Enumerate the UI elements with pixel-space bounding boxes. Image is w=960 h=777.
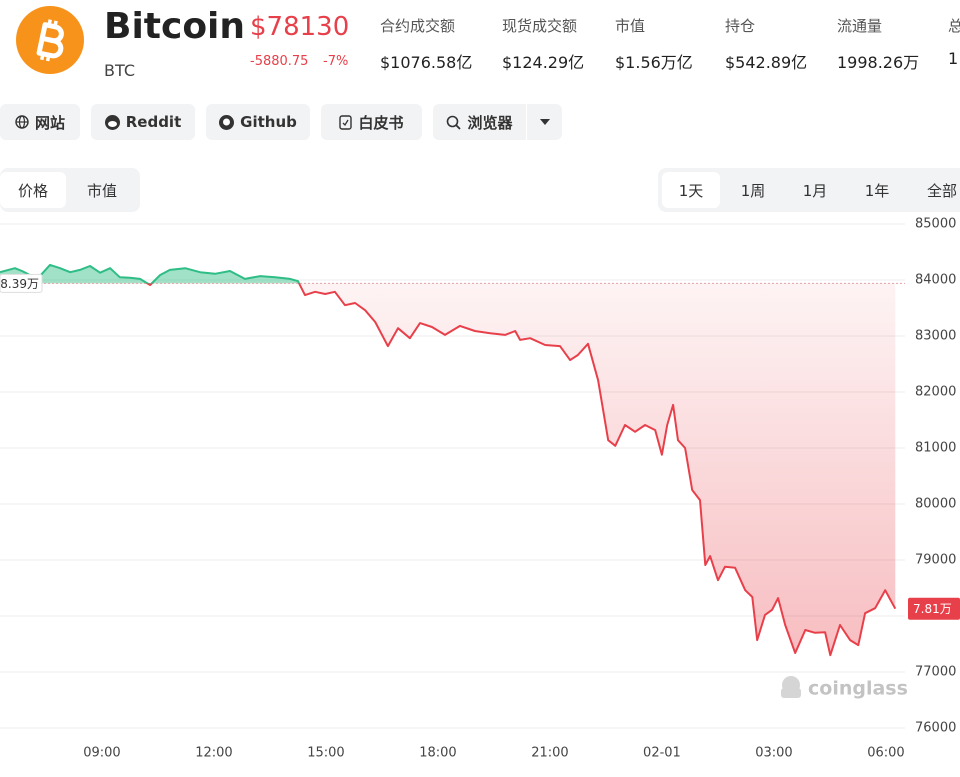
x-tick-label: 02-01 xyxy=(643,746,681,761)
stat-label: 合约成交额 xyxy=(380,17,456,35)
icon xyxy=(219,114,235,130)
icon xyxy=(339,114,353,130)
link-button[interactable]: Reddit xyxy=(91,104,195,140)
reference-label-bg xyxy=(0,273,43,293)
x-tick-label: 03:00 xyxy=(755,746,792,761)
range-tab[interactable]: 1天 xyxy=(662,172,720,208)
link-label: Reddit xyxy=(125,113,182,131)
y-tick-label: 85000 xyxy=(915,217,956,232)
y-tick-label: 82000 xyxy=(915,385,956,400)
link-label: 浏览器 xyxy=(467,113,513,132)
reference-label: 8.39万 xyxy=(0,277,39,291)
area xyxy=(0,264,896,656)
coin-symbol: BTC xyxy=(104,61,135,80)
link-label: 白皮书 xyxy=(358,113,404,132)
watermark-text: coinglass xyxy=(808,678,908,700)
metric-tab[interactable]: 市值 xyxy=(86,181,117,200)
stat-label: 持仓 xyxy=(725,17,756,35)
stat-label: 总 xyxy=(948,17,960,35)
y-tick-label: 81000 xyxy=(915,441,956,456)
coin-name: Bitcoin xyxy=(104,6,246,47)
end-label-bg xyxy=(908,597,960,620)
stat-value: $124.29亿 xyxy=(502,53,585,72)
y-tick-label: 77000 xyxy=(915,665,956,680)
price-change-pct: -7% xyxy=(323,54,349,69)
icon xyxy=(447,115,462,130)
y-tick-label: 80000 xyxy=(915,497,956,512)
link-label: Github xyxy=(240,113,297,131)
link-button[interactable]: 白皮书 xyxy=(321,104,422,140)
price-line xyxy=(0,263,897,657)
y-tick-label: 76000 xyxy=(915,721,956,736)
x-tick-label: 15:00 xyxy=(307,746,344,761)
range-tab[interactable]: 1月 xyxy=(802,181,828,200)
end-label: 7.81万 xyxy=(913,602,952,616)
stat-value: $542.89亿 xyxy=(725,53,808,72)
x-tick-label: 06:00 xyxy=(867,746,904,761)
link-button[interactable]: Github xyxy=(206,104,310,140)
icon xyxy=(15,115,29,129)
link-button[interactable]: 网站 xyxy=(0,104,80,140)
stat-value: $1076.58亿 xyxy=(380,53,473,72)
x-tick-label: 21:00 xyxy=(531,746,568,761)
x-tick-label: 18:00 xyxy=(419,746,456,761)
range-tab[interactable]: 全部 xyxy=(926,181,957,200)
x-tick-label: 12:00 xyxy=(195,746,232,761)
stat-value: $1.56万亿 xyxy=(615,53,693,72)
x-tick-label: 09:00 xyxy=(83,746,120,761)
icon xyxy=(104,114,120,130)
price: $78130 xyxy=(250,12,350,42)
y-tick-label: 83000 xyxy=(915,329,956,344)
watermark: coinglass xyxy=(781,676,908,700)
stat-label: 现货成交额 xyxy=(502,17,578,35)
price-change: -5880.75 xyxy=(250,54,309,69)
y-tick-label: 84000 xyxy=(915,273,956,288)
y-tick-label: 79000 xyxy=(915,553,956,568)
range-tab[interactable]: 1年 xyxy=(864,181,890,200)
range-tab[interactable]: 1周 xyxy=(740,181,766,200)
link-label: 网站 xyxy=(34,113,65,132)
dropdown-button[interactable] xyxy=(527,104,562,140)
icon xyxy=(539,119,550,125)
logo xyxy=(16,6,84,74)
stat-label: 流通量 xyxy=(837,17,883,35)
stat-label: 市值 xyxy=(615,17,646,35)
stat-value: 1998.26万 xyxy=(837,53,920,72)
stat-value: 1 xyxy=(948,49,959,68)
link-button[interactable]: 浏览器 xyxy=(433,104,526,140)
metric-tab[interactable]: 价格 xyxy=(0,172,66,208)
